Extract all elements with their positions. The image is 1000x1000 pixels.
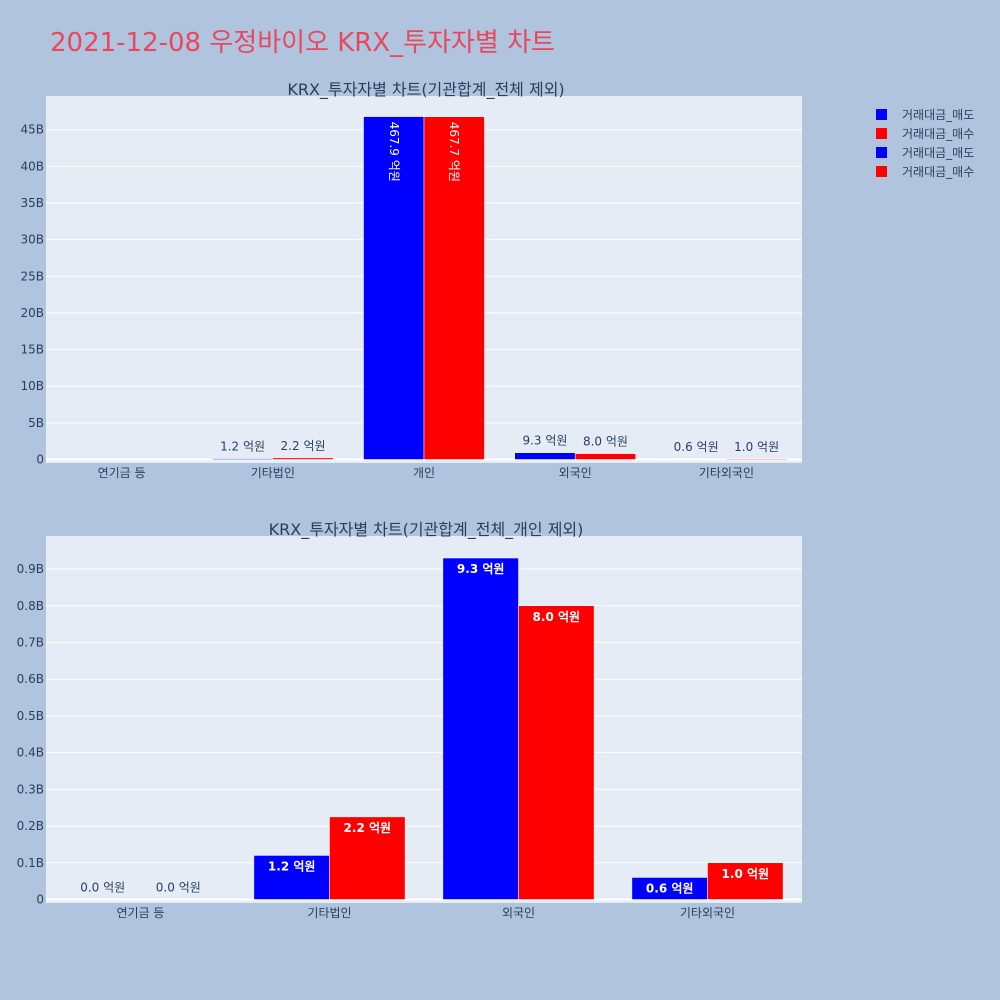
y-tick-label: 30B bbox=[20, 233, 44, 247]
x-tick-label: 기타법인 bbox=[251, 466, 295, 480]
legend-label[interactable]: 거래대금_매수 bbox=[902, 165, 974, 179]
x-tick-label: 기타외국인 bbox=[680, 906, 735, 920]
y-tick-label: 40B bbox=[20, 159, 44, 173]
y-tick-label: 0.9B bbox=[17, 562, 44, 576]
x-tick-label: 연기금 등 bbox=[98, 466, 146, 480]
plot-background-2 bbox=[46, 536, 802, 903]
bar-data-label: 9.3 억원 bbox=[457, 562, 505, 576]
bar-sell[interactable] bbox=[253, 855, 330, 900]
legend-swatch[interactable] bbox=[876, 147, 887, 158]
y-tick-label: 15B bbox=[20, 343, 44, 357]
page-title: 2021-12-08 우정바이오 KRX_투자자별 차트 bbox=[50, 28, 555, 58]
y-tick-label: 0.8B bbox=[17, 599, 44, 613]
bar-sell[interactable] bbox=[212, 458, 274, 460]
x-tick-label: 외국인 bbox=[559, 466, 592, 480]
x-tick-label: 외국인 bbox=[502, 906, 535, 920]
bar-data-label: 467.7 억원 bbox=[447, 122, 461, 182]
bar-sell[interactable] bbox=[514, 452, 576, 460]
y-tick-label: 45B bbox=[20, 123, 44, 137]
y-tick-label: 0.3B bbox=[17, 782, 44, 796]
x-tick-label: 기타법인 bbox=[307, 906, 351, 920]
y-tick-label: 0.6B bbox=[17, 672, 44, 686]
y-tick-label: 0.4B bbox=[17, 746, 44, 760]
y-tick-label: 10B bbox=[20, 379, 44, 393]
bar-data-label: 0.0 억원 bbox=[156, 881, 201, 895]
bar-buy[interactable] bbox=[329, 816, 406, 900]
bar-data-label: 2.2 억원 bbox=[344, 821, 392, 835]
legend-swatch[interactable] bbox=[876, 166, 887, 177]
legend-label[interactable]: 거래대금_매수 bbox=[902, 127, 974, 141]
x-tick-label: 기타외국인 bbox=[699, 466, 754, 480]
y-tick-label: 0.5B bbox=[17, 709, 44, 723]
bar-buy[interactable] bbox=[423, 116, 485, 460]
bar-data-label: 0.0 억원 bbox=[80, 881, 125, 895]
bar-data-label: 2.2 억원 bbox=[281, 439, 326, 453]
bar-sell[interactable] bbox=[665, 458, 727, 460]
legend-swatch[interactable] bbox=[876, 109, 887, 120]
bar-data-label: 467.9 억원 bbox=[387, 122, 401, 182]
bar-data-label: 1.2 억원 bbox=[220, 440, 265, 454]
legend-label[interactable]: 거래대금_매도 bbox=[902, 108, 974, 122]
bar-data-label: 1.0 억원 bbox=[734, 440, 779, 454]
y-tick-label: 25B bbox=[20, 269, 44, 283]
bar-data-label: 8.0 억원 bbox=[583, 435, 628, 449]
y-tick-label: 35B bbox=[20, 196, 44, 210]
bar-data-label: 9.3 억원 bbox=[522, 434, 567, 448]
x-tick-label: 개인 bbox=[413, 466, 435, 480]
y-tick-label: 0.7B bbox=[17, 635, 44, 649]
y-tick-label: 5B bbox=[28, 416, 44, 430]
bar-buy[interactable] bbox=[272, 457, 334, 460]
y-tick-label: 20B bbox=[20, 306, 44, 320]
y-tick-label: 0.2B bbox=[17, 819, 44, 833]
bar-data-label: 8.0 억원 bbox=[533, 610, 581, 624]
x-tick-label: 연기금 등 bbox=[117, 906, 165, 920]
bar-sell[interactable] bbox=[442, 557, 519, 900]
y-tick-label: 0 bbox=[36, 453, 44, 467]
subplot-title-2: KRX_투자자별 차트(기관합계_전체_개인 제외) bbox=[269, 520, 584, 540]
bar-buy[interactable] bbox=[518, 605, 595, 900]
bar-buy[interactable] bbox=[574, 453, 636, 460]
bar-data-label: 1.0 억원 bbox=[722, 867, 770, 881]
bar-data-label: 0.6 억원 bbox=[674, 440, 719, 454]
y-tick-label: 0 bbox=[36, 893, 44, 907]
legend-label[interactable]: 거래대금_매도 bbox=[902, 146, 974, 160]
subplot-title-1: KRX_투자자별 차트(기관합계_전체 제외) bbox=[287, 80, 564, 100]
bar-data-label: 1.2 억원 bbox=[268, 859, 316, 873]
bar-data-label: 0.6 억원 bbox=[646, 881, 694, 895]
bar-buy[interactable] bbox=[707, 862, 784, 900]
legend-swatch[interactable] bbox=[876, 128, 887, 139]
bar-sell[interactable] bbox=[363, 116, 425, 460]
y-tick-label: 0.1B bbox=[17, 856, 44, 870]
bar-buy[interactable] bbox=[726, 458, 788, 460]
